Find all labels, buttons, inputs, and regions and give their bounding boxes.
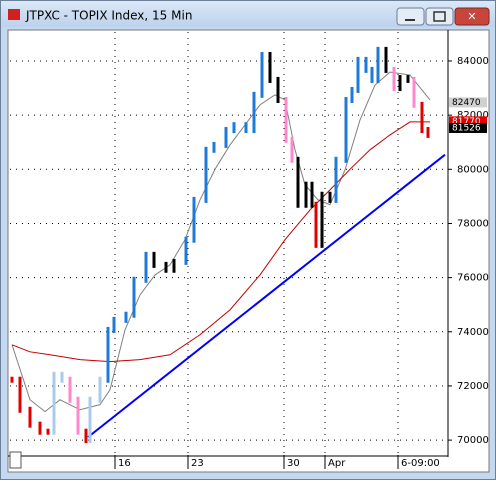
price-bar <box>46 428 50 435</box>
price-bar <box>334 156 338 203</box>
price-bar <box>164 261 168 273</box>
scroll-box[interactable] <box>9 451 22 469</box>
window-title: JTPXC - TOPIX Index, 15 Min <box>25 9 192 23</box>
y-tick-label: 74000 <box>457 327 489 338</box>
plot: 70000 72000 74000 76000 78000 80000 82000 84000… <box>10 32 489 469</box>
moving-average <box>11 121 430 363</box>
price-bar <box>212 141 216 153</box>
price-bar <box>172 258 176 273</box>
price-bar <box>232 122 236 134</box>
minimize-button[interactable] <box>396 7 425 26</box>
price-bar <box>392 66 396 92</box>
price-tag <box>449 116 487 127</box>
close-button[interactable] <box>454 7 490 26</box>
price-bar <box>38 421 42 435</box>
price-bar <box>296 156 300 208</box>
price-bar <box>384 46 388 73</box>
y-tick-label: 72000 <box>457 381 489 392</box>
y-tick-label: 70000 <box>457 435 489 446</box>
price-bar <box>252 91 256 134</box>
trend-line <box>87 153 446 438</box>
price-bar <box>88 396 92 444</box>
price-tag <box>449 122 487 133</box>
maximize-glyph <box>433 11 446 22</box>
price-bar <box>224 127 228 148</box>
price-bar <box>268 52 272 83</box>
price-bar <box>328 191 332 203</box>
price-bar <box>152 251 156 268</box>
price-bar <box>76 396 80 435</box>
price-bar <box>106 326 110 383</box>
price-bar <box>124 311 128 323</box>
x-tick-label: 23 <box>191 458 204 469</box>
maximize-button[interactable] <box>425 7 454 26</box>
price-bar <box>376 46 380 83</box>
price-bar <box>290 136 294 163</box>
price-bar <box>144 251 148 283</box>
price-bar <box>60 371 64 383</box>
price-bar <box>260 52 264 98</box>
x-tick-label: 6-09:00 <box>401 458 440 469</box>
price-bar <box>370 66 374 83</box>
price-tag <box>449 97 487 108</box>
close-glyph: ✕ <box>467 10 476 23</box>
y-tick-label: 78000 <box>457 218 489 229</box>
y-tick-label: 76000 <box>457 273 489 284</box>
price-bar <box>314 201 318 248</box>
x-tick-label: 30 <box>287 458 300 469</box>
moving-average <box>11 71 431 413</box>
price-bar <box>320 191 324 248</box>
price-bar <box>310 181 314 208</box>
price-tag-label: 82470 <box>452 98 481 108</box>
y-tick-label: 84000 <box>457 56 489 67</box>
price-bar <box>204 146 208 203</box>
price-bar <box>406 75 410 83</box>
price-bar <box>412 76 416 108</box>
price-bar <box>84 428 88 444</box>
price-bar <box>184 236 188 265</box>
price-bar <box>420 101 424 134</box>
price-tag-label: 81526 <box>452 123 481 133</box>
price-bar <box>398 75 402 92</box>
price-bar <box>52 371 56 435</box>
price-bar <box>356 56 360 93</box>
price-bar <box>10 376 14 383</box>
y-tick-label: 82000 <box>457 110 489 121</box>
price-bar <box>276 76 280 103</box>
price-bar <box>132 276 136 318</box>
price-bar <box>98 376 102 403</box>
app-icon <box>8 9 20 20</box>
price-bar <box>244 122 248 134</box>
price-bar <box>112 316 116 333</box>
price-tag-label: 81770 <box>452 117 481 127</box>
x-tick-label: Apr <box>328 458 346 469</box>
x-tick-label: 16 <box>118 458 131 469</box>
price-bar <box>304 181 308 208</box>
price-bar <box>284 96 288 143</box>
price-bar <box>192 196 196 243</box>
price-bar <box>364 56 368 73</box>
price-bar <box>28 406 32 428</box>
price-bar <box>18 376 22 413</box>
y-tick-label: 80000 <box>457 164 489 175</box>
chart-frame <box>7 29 490 473</box>
price-bar <box>344 96 348 163</box>
price-bar <box>68 376 72 403</box>
price-bar <box>426 127 430 138</box>
price-bar <box>350 86 354 103</box>
